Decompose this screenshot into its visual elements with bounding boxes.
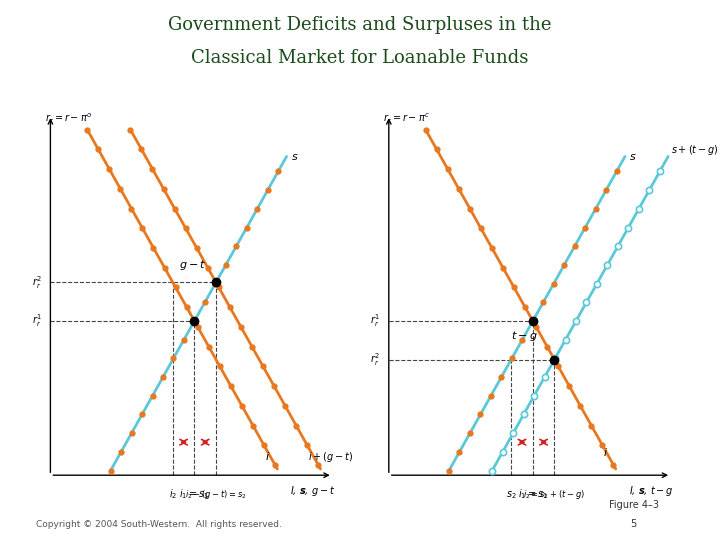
Text: $s$: $s$	[629, 152, 637, 162]
Text: $g - t$: $g - t$	[179, 258, 207, 272]
Text: $r^2_r$: $r^2_r$	[370, 351, 380, 368]
Text: $I$, $\bfit{s}$, $t - g$: $I$, $\bfit{s}$, $t - g$	[629, 483, 674, 497]
Text: Copyright © 2004 South-Western.  All rights reserved.: Copyright © 2004 South-Western. All righ…	[36, 520, 282, 529]
Text: $r^1_r$: $r^1_r$	[370, 313, 380, 329]
Text: $i$: $i$	[265, 450, 270, 462]
Text: Figure 4–3: Figure 4–3	[608, 500, 659, 510]
Text: $I$, $\bfit{s}$, $g - t$: $I$, $\bfit{s}$, $g - t$	[290, 483, 336, 497]
Text: Government Deficits and Surpluses in the: Government Deficits and Surpluses in the	[168, 16, 552, 34]
Text: 5: 5	[631, 519, 636, 529]
Text: $i + (g - t)$: $i + (g - t)$	[308, 450, 354, 464]
Text: $s$: $s$	[291, 152, 299, 162]
Text: $i_2-(g-t)=s_2$: $i_2-(g-t)=s_2$	[185, 488, 247, 501]
Text: Classical Market for Loanable Funds: Classical Market for Loanable Funds	[192, 49, 528, 66]
Text: $i_2$: $i_2$	[168, 487, 177, 501]
Text: $i_2 = s_2+(t-g)$: $i_2 = s_2+(t-g)$	[523, 488, 585, 501]
Text: $s + (t - g)$: $s + (t - g)$	[671, 143, 719, 157]
Text: $s_2$: $s_2$	[506, 489, 516, 501]
Text: $i$: $i$	[603, 446, 608, 458]
Text: $r_r = r - \pi^c$: $r_r = r - \pi^c$	[383, 112, 430, 126]
Text: $r^1_r$: $r^1_r$	[32, 313, 42, 329]
Text: $i_1 = s_1$: $i_1 = s_1$	[179, 487, 210, 501]
Text: $i_1 = s_1$: $i_1 = s_1$	[518, 487, 548, 501]
Text: $r_r = r - \pi^o$: $r_r = r - \pi^o$	[45, 112, 92, 126]
Text: $t - g$: $t - g$	[510, 329, 538, 343]
Text: $r^2_r$: $r^2_r$	[32, 274, 42, 291]
